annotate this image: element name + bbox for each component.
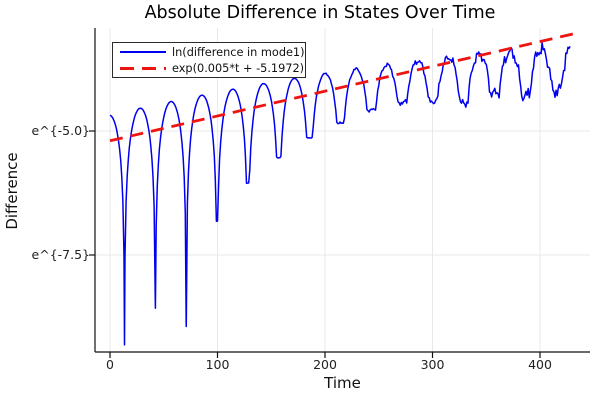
x-tick-label: 400 [528,357,552,372]
axes [89,28,590,358]
y-tick-label: e^{-7.5} [31,247,90,262]
legend-entry: ln(difference in mode1) [120,45,305,59]
series-lines [109,32,576,346]
gridlines [95,28,590,352]
series-line-exp-fit [109,32,576,143]
y-axis-label: Difference [3,152,21,230]
legend-entry: exp(0.005*t + -5.1972) [120,61,305,75]
x-tick-label: 300 [420,357,445,372]
legend-red-dashed-line-icon [120,66,166,70]
x-axis-label: Time [324,374,361,392]
x-tick-label: 100 [205,357,230,372]
legend-label: ln(difference in mode1) [172,45,305,59]
legend: ln(difference in mode1) exp(0.005*t + -5… [112,42,306,78]
series-line-ln-difference [109,41,571,346]
x-tick-label: 200 [313,357,337,372]
chart-title: Absolute Difference in States Over Time [144,3,496,23]
x-tick-label: 0 [106,357,114,372]
legend-blue-line-icon [120,51,166,53]
y-tick-label: e^{-5.0} [31,123,90,138]
legend-label: exp(0.005*t + -5.1972) [172,61,305,75]
